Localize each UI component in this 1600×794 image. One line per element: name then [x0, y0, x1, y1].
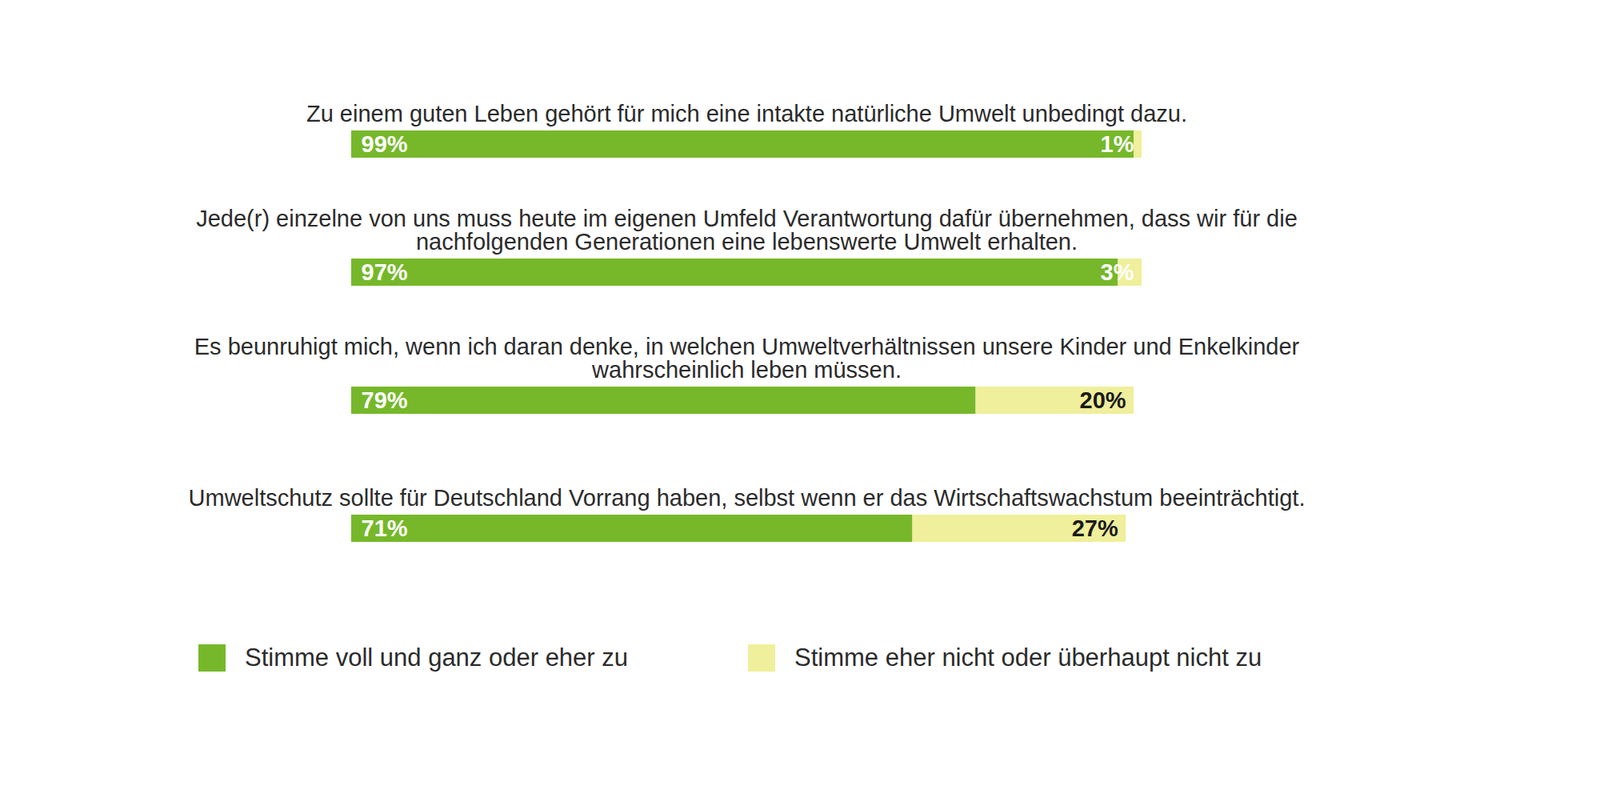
svg-text:Zu einem guten Leben gehört fü: Zu einem guten Leben gehört für mich ein… [306, 100, 1188, 127]
svg-text:20%: 20% [1080, 387, 1127, 413]
svg-text:99%: 99% [361, 131, 408, 157]
svg-text:79%: 79% [361, 387, 408, 413]
svg-text:97%: 97% [361, 259, 408, 285]
svg-text:3%: 3% [1100, 259, 1135, 285]
svg-text:Umweltschutz sollte für Deutsc: Umweltschutz sollte für Deutschland Vorr… [188, 484, 1306, 511]
svg-text:1%: 1% [1100, 131, 1135, 157]
html-text:Stimme eher nicht oder überhau: Stimme eher nicht oder überhaupt nicht z… [794, 643, 1262, 672]
svg-text:27%: 27% [1072, 515, 1119, 541]
html-text:Stimme voll und ganz oder eher: Stimme voll und ganz oder eher zu [244, 643, 628, 672]
svg-text:71%: 71% [361, 515, 408, 541]
svg-text:Es beunruhigt mich, wenn ich d: Es beunruhigt mich, wenn ich daran denke… [194, 333, 1300, 383]
svg-text:Jede(r) einzelne von uns muss: Jede(r) einzelne von uns muss heute im e… [196, 205, 1298, 255]
